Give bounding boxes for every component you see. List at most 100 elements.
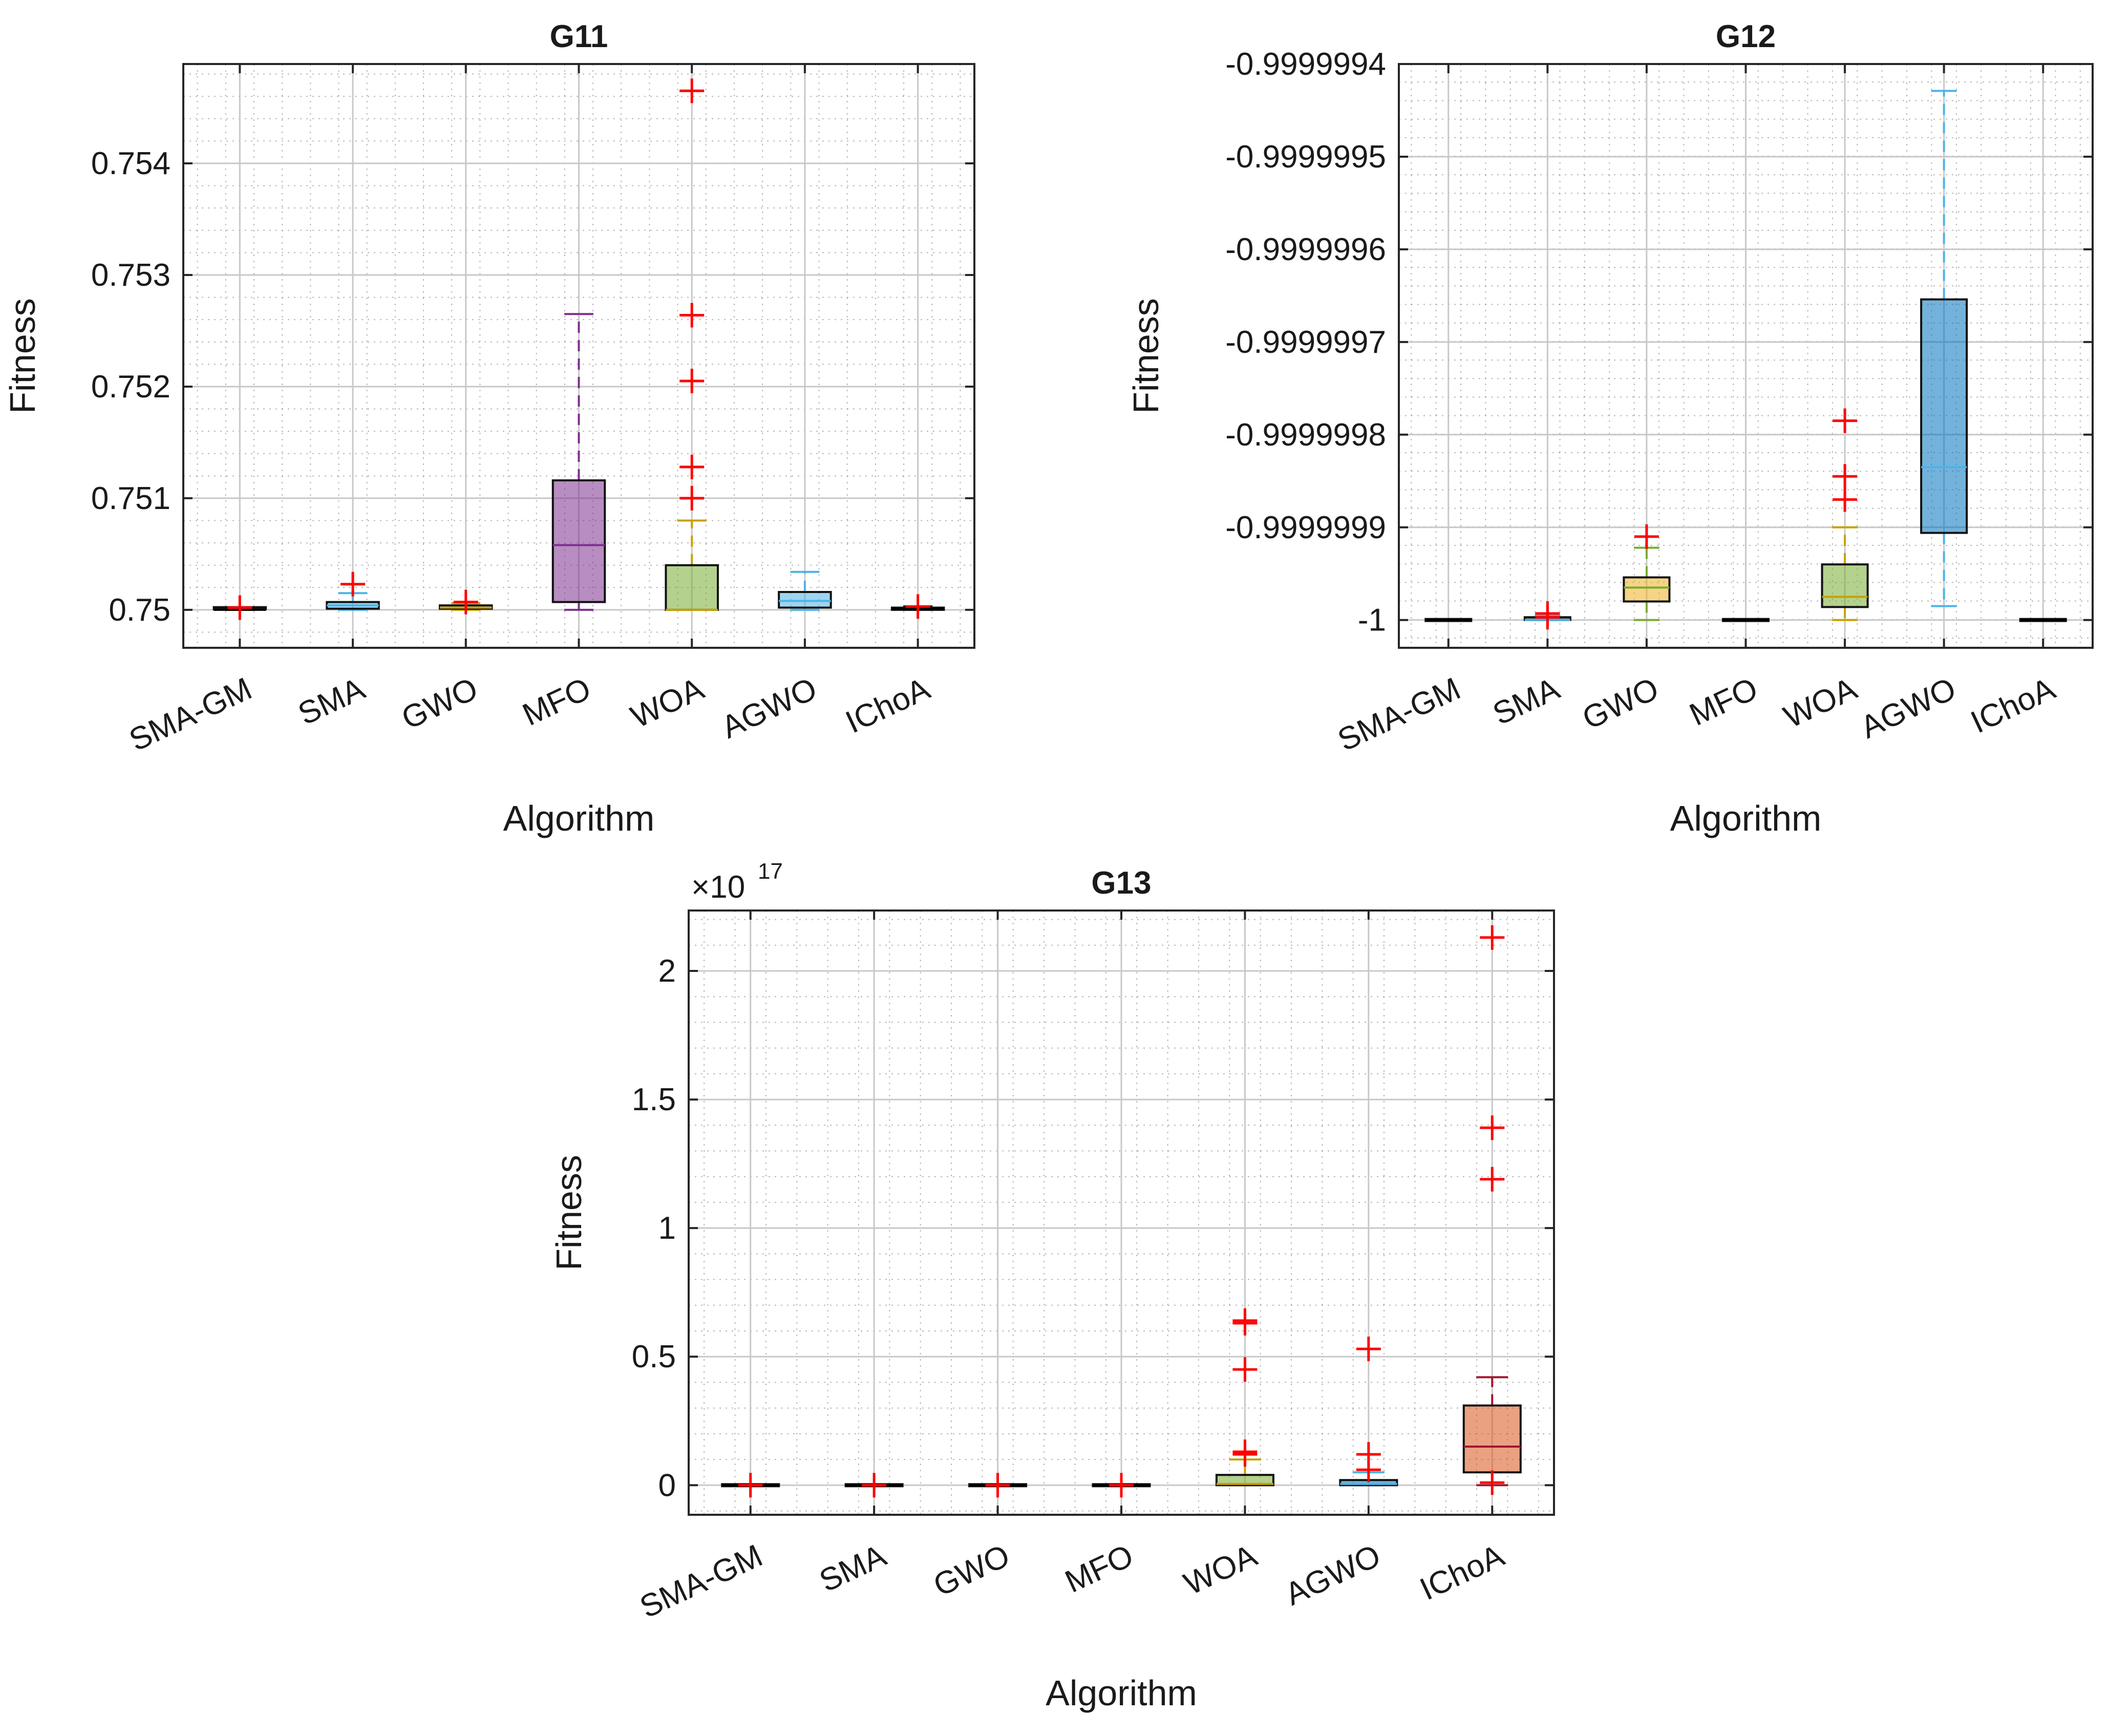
- outlier-marker: [679, 485, 705, 511]
- y-exponent-power: 17: [758, 859, 783, 884]
- box-sma-gm: [212, 595, 267, 620]
- outlier-marker: [985, 1473, 1010, 1498]
- chart-g11: 0.75 0.751 0.752 0.753 0.754 SMA-GM SMA GWO MFO W…: [3, 19, 975, 838]
- box-iqr: [1920, 298, 1968, 534]
- x-tick-label: WOA: [1779, 671, 1863, 735]
- outlier-marker: [1232, 1357, 1258, 1382]
- x-axis-label: Algorithm: [1670, 798, 1822, 838]
- x-tick-label: MFO: [517, 671, 596, 733]
- y-tick-label: 1.5: [632, 1082, 676, 1117]
- y-tick-label: 0.5: [632, 1339, 676, 1374]
- box-mfo: [551, 313, 606, 611]
- box-sma: [1523, 601, 1571, 630]
- outlier-marker: [1634, 524, 1659, 549]
- outlier-marker: [1480, 925, 1505, 950]
- x-axis-label: Algorithm: [503, 798, 655, 838]
- outlier-marker: [1833, 487, 1858, 512]
- y-tick-label: -0.9999997: [1225, 325, 1386, 360]
- chart-g12: -1 -0.9999999 -0.9999998 -0.9999997 -0.99999…: [1126, 19, 2094, 838]
- outlier-marker: [227, 595, 252, 620]
- x-tick-label: AGWO: [1280, 1538, 1386, 1613]
- box-ichoa: [2019, 618, 2067, 622]
- box-gwo: [1623, 524, 1671, 621]
- box-sma: [844, 1473, 904, 1498]
- outlier-marker: [1535, 601, 1560, 626]
- y-axis-label: Fitness: [3, 298, 42, 414]
- box-woa: [1215, 1308, 1274, 1487]
- outlier-marker: [679, 369, 705, 394]
- box-sma: [326, 571, 380, 611]
- x-tick-label: GWO: [928, 1538, 1015, 1603]
- y-tick-label: -0.9999996: [1225, 232, 1386, 267]
- x-tick-label: AGWO: [1855, 671, 1961, 746]
- outlier-marker: [905, 594, 930, 619]
- box-gwo: [968, 1473, 1028, 1498]
- box-iqr: [1215, 1474, 1274, 1487]
- y-tick-label: 0.753: [91, 258, 171, 293]
- x-tick-label: SMA: [1487, 671, 1565, 732]
- box-iqr: [551, 479, 606, 603]
- outlier-marker: [1232, 1439, 1258, 1464]
- outlier-marker: [862, 1473, 887, 1498]
- box-iqr: [1462, 1404, 1522, 1474]
- y-tick-label: 0.75: [109, 592, 171, 628]
- x-tick-label: WOA: [626, 671, 710, 735]
- x-tick-label: SMA-GM: [1333, 671, 1466, 758]
- box-woa: [1821, 408, 1869, 621]
- outlier-marker: [679, 454, 705, 479]
- chart-title: G11: [550, 19, 608, 54]
- box-agwo: [1920, 90, 1968, 607]
- outlier-marker: [1480, 1167, 1505, 1192]
- y-tick-label: 0.754: [91, 146, 171, 181]
- box-mfo: [1721, 618, 1770, 622]
- y-axis-label: Fitness: [549, 1155, 589, 1271]
- outlier-marker: [679, 78, 705, 103]
- outlier-marker: [453, 589, 478, 615]
- x-tick-label: GWO: [1577, 671, 1664, 736]
- y-exponent-label: ×10: [691, 870, 745, 905]
- box-sma-gm: [721, 1473, 780, 1498]
- y-tick-label: -1: [1358, 603, 1386, 638]
- box-agwo: [778, 570, 832, 611]
- x-axis-label: Algorithm: [1046, 1673, 1197, 1713]
- y-tick-label: -0.9999998: [1225, 417, 1386, 453]
- box-agwo: [1339, 1337, 1398, 1487]
- y-tick-label: 2: [658, 954, 676, 989]
- outlier-marker: [1833, 408, 1858, 433]
- box-iqr: [665, 564, 719, 611]
- chart-title: G13: [1091, 865, 1151, 901]
- box-mfo: [1092, 1473, 1151, 1498]
- outlier-marker: [679, 303, 705, 328]
- x-tick-label: SMA: [293, 671, 371, 732]
- x-tick-label: AGWO: [716, 671, 822, 746]
- box-gwo: [439, 589, 493, 615]
- outlier-marker: [340, 571, 366, 597]
- x-tick-label: IChoA: [1966, 671, 2061, 740]
- outlier-marker: [1480, 1470, 1505, 1495]
- box-iqr: [1821, 563, 1869, 608]
- y-tick-label: 0.751: [91, 481, 171, 516]
- x-tick-label: SMA-GM: [124, 671, 257, 758]
- x-tick-label: SMA-GM: [634, 1538, 768, 1625]
- x-tick-label: IChoA: [840, 671, 935, 740]
- x-tick-label: IChoA: [1415, 1538, 1510, 1607]
- box-sma-gm: [1424, 618, 1473, 622]
- y-tick-label: 0.752: [91, 369, 171, 405]
- x-tick-label: WOA: [1179, 1538, 1263, 1602]
- x-tick-label: SMA: [814, 1538, 892, 1599]
- outlier-marker: [1232, 1308, 1258, 1333]
- outlier-marker: [738, 1473, 763, 1498]
- y-tick-label: -0.9999995: [1225, 139, 1386, 175]
- chart-g13: 0 0.5 1 1.5 2 ×10 17 SMA-GM SMA GWO MFO WOA AGWO ICho…: [549, 859, 1555, 1713]
- chart-title: G12: [1716, 19, 1776, 54]
- outlier-marker: [1356, 1442, 1381, 1467]
- y-tick-label: -0.9999994: [1225, 47, 1386, 82]
- outlier-marker: [1833, 464, 1858, 489]
- y-tick-label: 1: [658, 1211, 676, 1246]
- box-woa: [665, 78, 719, 611]
- x-tick-label: MFO: [1684, 671, 1763, 733]
- x-tick-label: MFO: [1060, 1538, 1139, 1600]
- box-iqr: [778, 591, 832, 609]
- x-tick-label: GWO: [396, 671, 483, 736]
